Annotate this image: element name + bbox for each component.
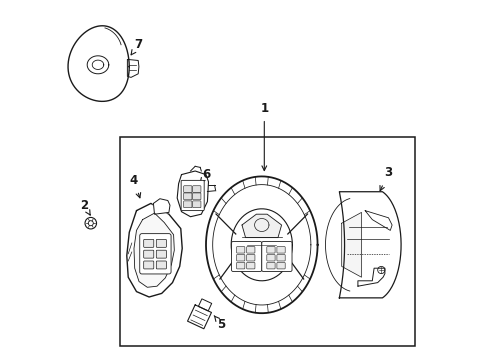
FancyBboxPatch shape	[276, 247, 285, 253]
Text: 2: 2	[80, 199, 90, 215]
FancyBboxPatch shape	[192, 201, 201, 208]
FancyBboxPatch shape	[156, 250, 166, 258]
Polygon shape	[231, 209, 292, 281]
FancyBboxPatch shape	[231, 242, 261, 271]
Text: 6: 6	[200, 168, 210, 183]
FancyBboxPatch shape	[266, 247, 275, 253]
FancyBboxPatch shape	[276, 255, 285, 261]
FancyBboxPatch shape	[192, 193, 201, 200]
FancyBboxPatch shape	[156, 261, 166, 269]
Polygon shape	[177, 171, 208, 217]
Polygon shape	[153, 199, 170, 214]
Polygon shape	[134, 213, 174, 287]
FancyBboxPatch shape	[246, 255, 254, 261]
FancyBboxPatch shape	[140, 234, 171, 274]
Polygon shape	[357, 268, 384, 286]
Polygon shape	[339, 192, 400, 298]
FancyBboxPatch shape	[143, 250, 153, 258]
FancyBboxPatch shape	[192, 186, 201, 193]
Polygon shape	[341, 212, 361, 277]
Polygon shape	[187, 305, 211, 329]
Text: 4: 4	[130, 174, 141, 198]
FancyBboxPatch shape	[181, 180, 204, 211]
Text: 3: 3	[379, 166, 392, 191]
FancyBboxPatch shape	[183, 201, 192, 208]
Polygon shape	[242, 214, 281, 238]
FancyBboxPatch shape	[261, 242, 291, 271]
FancyBboxPatch shape	[246, 247, 254, 253]
FancyBboxPatch shape	[183, 186, 192, 193]
Polygon shape	[127, 59, 139, 77]
FancyBboxPatch shape	[266, 262, 275, 269]
Text: 7: 7	[131, 39, 142, 55]
FancyBboxPatch shape	[276, 262, 285, 269]
FancyBboxPatch shape	[143, 261, 153, 269]
Text: 5: 5	[214, 316, 225, 330]
FancyBboxPatch shape	[183, 193, 192, 200]
Polygon shape	[126, 203, 182, 297]
FancyBboxPatch shape	[236, 247, 244, 253]
Bar	[120, 137, 415, 346]
FancyBboxPatch shape	[236, 262, 244, 269]
Polygon shape	[198, 299, 211, 311]
Polygon shape	[365, 211, 391, 230]
FancyBboxPatch shape	[236, 255, 244, 261]
Polygon shape	[68, 26, 129, 102]
Polygon shape	[205, 176, 317, 313]
FancyBboxPatch shape	[156, 239, 166, 247]
FancyBboxPatch shape	[266, 255, 275, 261]
Text: 1: 1	[260, 102, 268, 171]
FancyBboxPatch shape	[246, 262, 254, 269]
FancyBboxPatch shape	[143, 239, 153, 247]
